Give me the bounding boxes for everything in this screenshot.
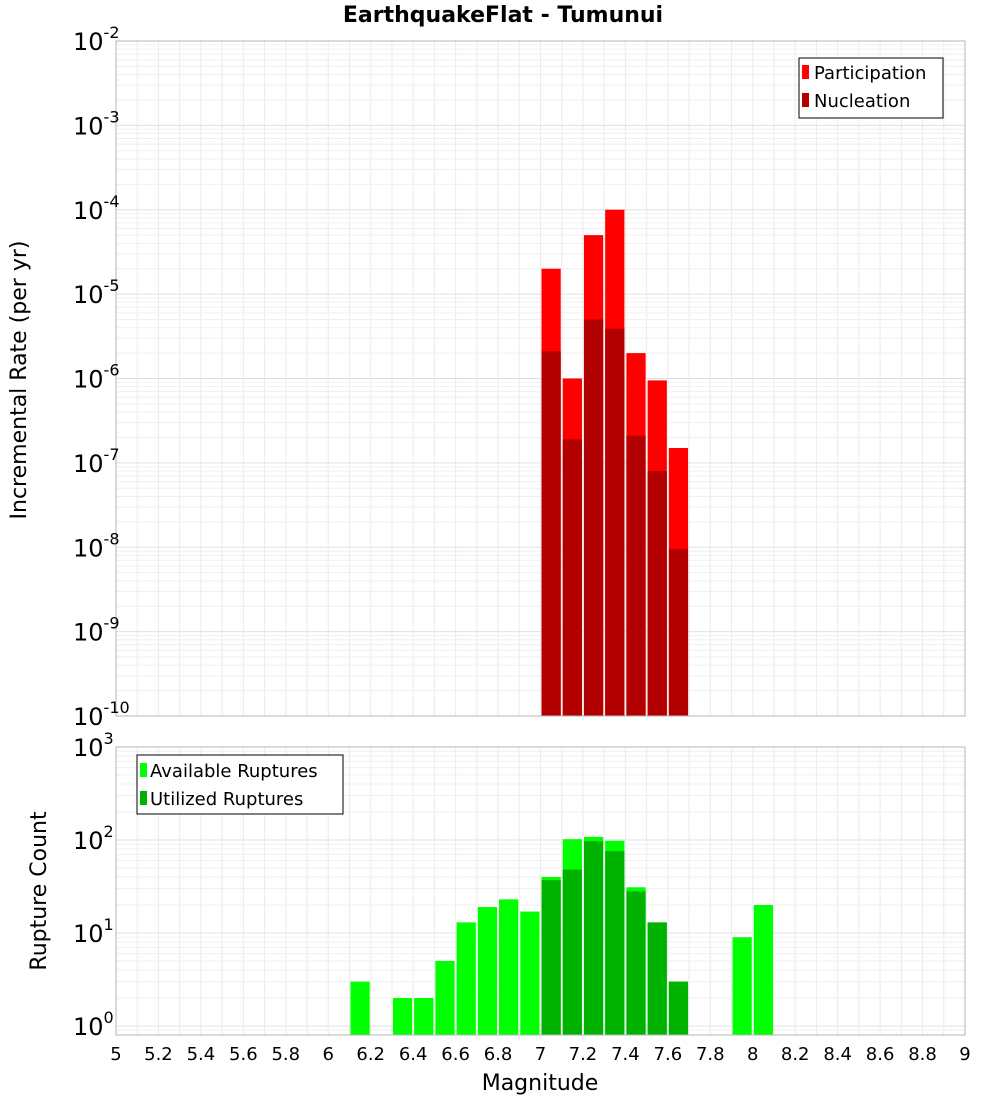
rate-y-axis-label: Incremental Rate (per yr) bbox=[7, 241, 32, 520]
x-tick-label: 7.6 bbox=[654, 1044, 683, 1065]
count-bar-utilized-ruptures bbox=[541, 880, 561, 1035]
x-tick-label: 8.6 bbox=[866, 1044, 895, 1065]
count-bar-utilized-ruptures bbox=[605, 851, 625, 1035]
x-tick-label: 7.8 bbox=[696, 1044, 725, 1065]
x-tick-label: 6.6 bbox=[441, 1044, 470, 1065]
rate-y-tick-label: 10-3 bbox=[73, 107, 120, 140]
participation-legend-swatch bbox=[802, 65, 809, 79]
count-bar-available-ruptures bbox=[435, 960, 455, 1035]
count-bar-utilized-ruptures bbox=[668, 981, 689, 1035]
rate-plot-y-ticks: 10-10 10-9 10-8 10-7 10-6 10-5 10-4 10-3 10-2 bbox=[73, 23, 130, 731]
count-y-tick-label: 100 bbox=[73, 1008, 114, 1041]
x-axis-label: Magnitude bbox=[482, 1071, 599, 1096]
x-tick-label: 8.4 bbox=[823, 1044, 852, 1065]
x-tick-label: 8.2 bbox=[781, 1044, 810, 1065]
x-tick-label: 7.2 bbox=[569, 1044, 598, 1065]
count-y-axis-label: Rupture Count bbox=[27, 811, 52, 971]
available-legend-swatch bbox=[140, 763, 147, 777]
rate-plot-frame bbox=[115, 40, 966, 717]
nucleation-legend-swatch bbox=[802, 93, 809, 107]
rate-plot: 10-10 10-9 10-8 10-7 10-6 10-5 10-4 10-3 10-2 In… bbox=[7, 23, 966, 731]
rate-plot-grid bbox=[116, 41, 965, 716]
rate-legend: Participation Nucleation bbox=[798, 57, 944, 119]
count-bar-available-ruptures bbox=[414, 997, 434, 1035]
count-plot-bars bbox=[350, 836, 773, 1035]
rate-bar-nucleation bbox=[605, 328, 625, 716]
x-tick-label: 6.4 bbox=[399, 1044, 428, 1065]
x-tick-label: 7 bbox=[535, 1044, 546, 1065]
count-y-tick-label: 102 bbox=[73, 822, 114, 855]
utilized-legend-label: Utilized Ruptures bbox=[150, 789, 303, 810]
count-legend-box bbox=[136, 754, 344, 815]
count-bar-available-ruptures bbox=[520, 911, 540, 1035]
x-tick-label: 5.4 bbox=[187, 1044, 216, 1065]
rate-bar-nucleation bbox=[668, 549, 689, 716]
count-bar-available-ruptures bbox=[753, 904, 773, 1035]
count-plot-frame bbox=[115, 746, 966, 1036]
count-legend: Available Ruptures Utilized Ruptures bbox=[136, 754, 344, 815]
rate-y-tick-label: 10-7 bbox=[73, 445, 120, 478]
rate-y-tick-label: 10-2 bbox=[73, 23, 120, 56]
count-bar-available-ruptures bbox=[499, 899, 519, 1035]
rate-legend-box bbox=[798, 57, 944, 119]
rate-y-tick-label: 10-10 bbox=[73, 698, 130, 731]
x-tick-label: 9 bbox=[959, 1044, 970, 1065]
x-tick-label: 8.8 bbox=[908, 1044, 937, 1065]
rate-plot-bars bbox=[541, 209, 689, 716]
count-bar-available-ruptures bbox=[392, 997, 413, 1035]
count-bar-available-ruptures bbox=[477, 907, 498, 1035]
x-tick-label: 5.6 bbox=[229, 1044, 258, 1065]
rate-bar-nucleation bbox=[541, 351, 561, 716]
count-bar-utilized-ruptures bbox=[647, 922, 667, 1035]
count-bar-available-ruptures bbox=[732, 937, 752, 1035]
rate-bar-nucleation bbox=[583, 319, 604, 716]
rate-y-tick-label: 10-5 bbox=[73, 276, 120, 309]
nucleation-legend-label: Nucleation bbox=[814, 91, 910, 112]
count-plot-y-ticks: 100 101 102 103 bbox=[73, 729, 114, 1041]
count-y-tick-label: 103 bbox=[73, 729, 114, 762]
x-tick-label: 5.8 bbox=[271, 1044, 300, 1065]
x-tick-label: 6.8 bbox=[484, 1044, 513, 1065]
x-tick-label: 6 bbox=[323, 1044, 334, 1065]
rate-y-tick-label: 10-9 bbox=[73, 614, 120, 647]
utilized-legend-swatch bbox=[140, 791, 147, 805]
available-legend-label: Available Ruptures bbox=[150, 761, 318, 782]
rate-y-tick-label: 10-8 bbox=[73, 529, 120, 562]
rate-bar-nucleation bbox=[626, 435, 646, 716]
count-y-tick-label: 101 bbox=[73, 915, 114, 948]
rate-y-tick-label: 10-4 bbox=[73, 192, 120, 225]
count-plot: 100 101 102 103 5 5.2 5.4 5.6 5.8 6 6.2 6.4 6.6 6.8 7… bbox=[27, 729, 971, 1096]
x-tick-label: 5.2 bbox=[144, 1044, 173, 1065]
chart-title: EarthquakeFlat - Tumunui bbox=[343, 3, 663, 28]
rate-bar-nucleation bbox=[562, 439, 582, 716]
x-tick-label: 6.2 bbox=[356, 1044, 385, 1065]
x-tick-label: 7.4 bbox=[611, 1044, 640, 1065]
x-tick-label: 8 bbox=[747, 1044, 758, 1065]
rate-y-tick-label: 10-6 bbox=[73, 361, 120, 394]
x-tick-label: 5 bbox=[110, 1044, 121, 1065]
count-bar-available-ruptures bbox=[350, 981, 370, 1035]
count-bar-utilized-ruptures bbox=[583, 841, 604, 1035]
count-bar-utilized-ruptures bbox=[626, 891, 646, 1035]
participation-legend-label: Participation bbox=[814, 63, 926, 84]
count-bar-available-ruptures bbox=[456, 922, 476, 1035]
count-plot-x-ticks: 5 5.2 5.4 5.6 5.8 6 6.2 6.4 6.6 6.8 7 7.2 7.4 7.6 7.8 8… bbox=[110, 1044, 970, 1065]
rate-bar-nucleation bbox=[647, 471, 667, 716]
count-bar-utilized-ruptures bbox=[562, 869, 582, 1035]
